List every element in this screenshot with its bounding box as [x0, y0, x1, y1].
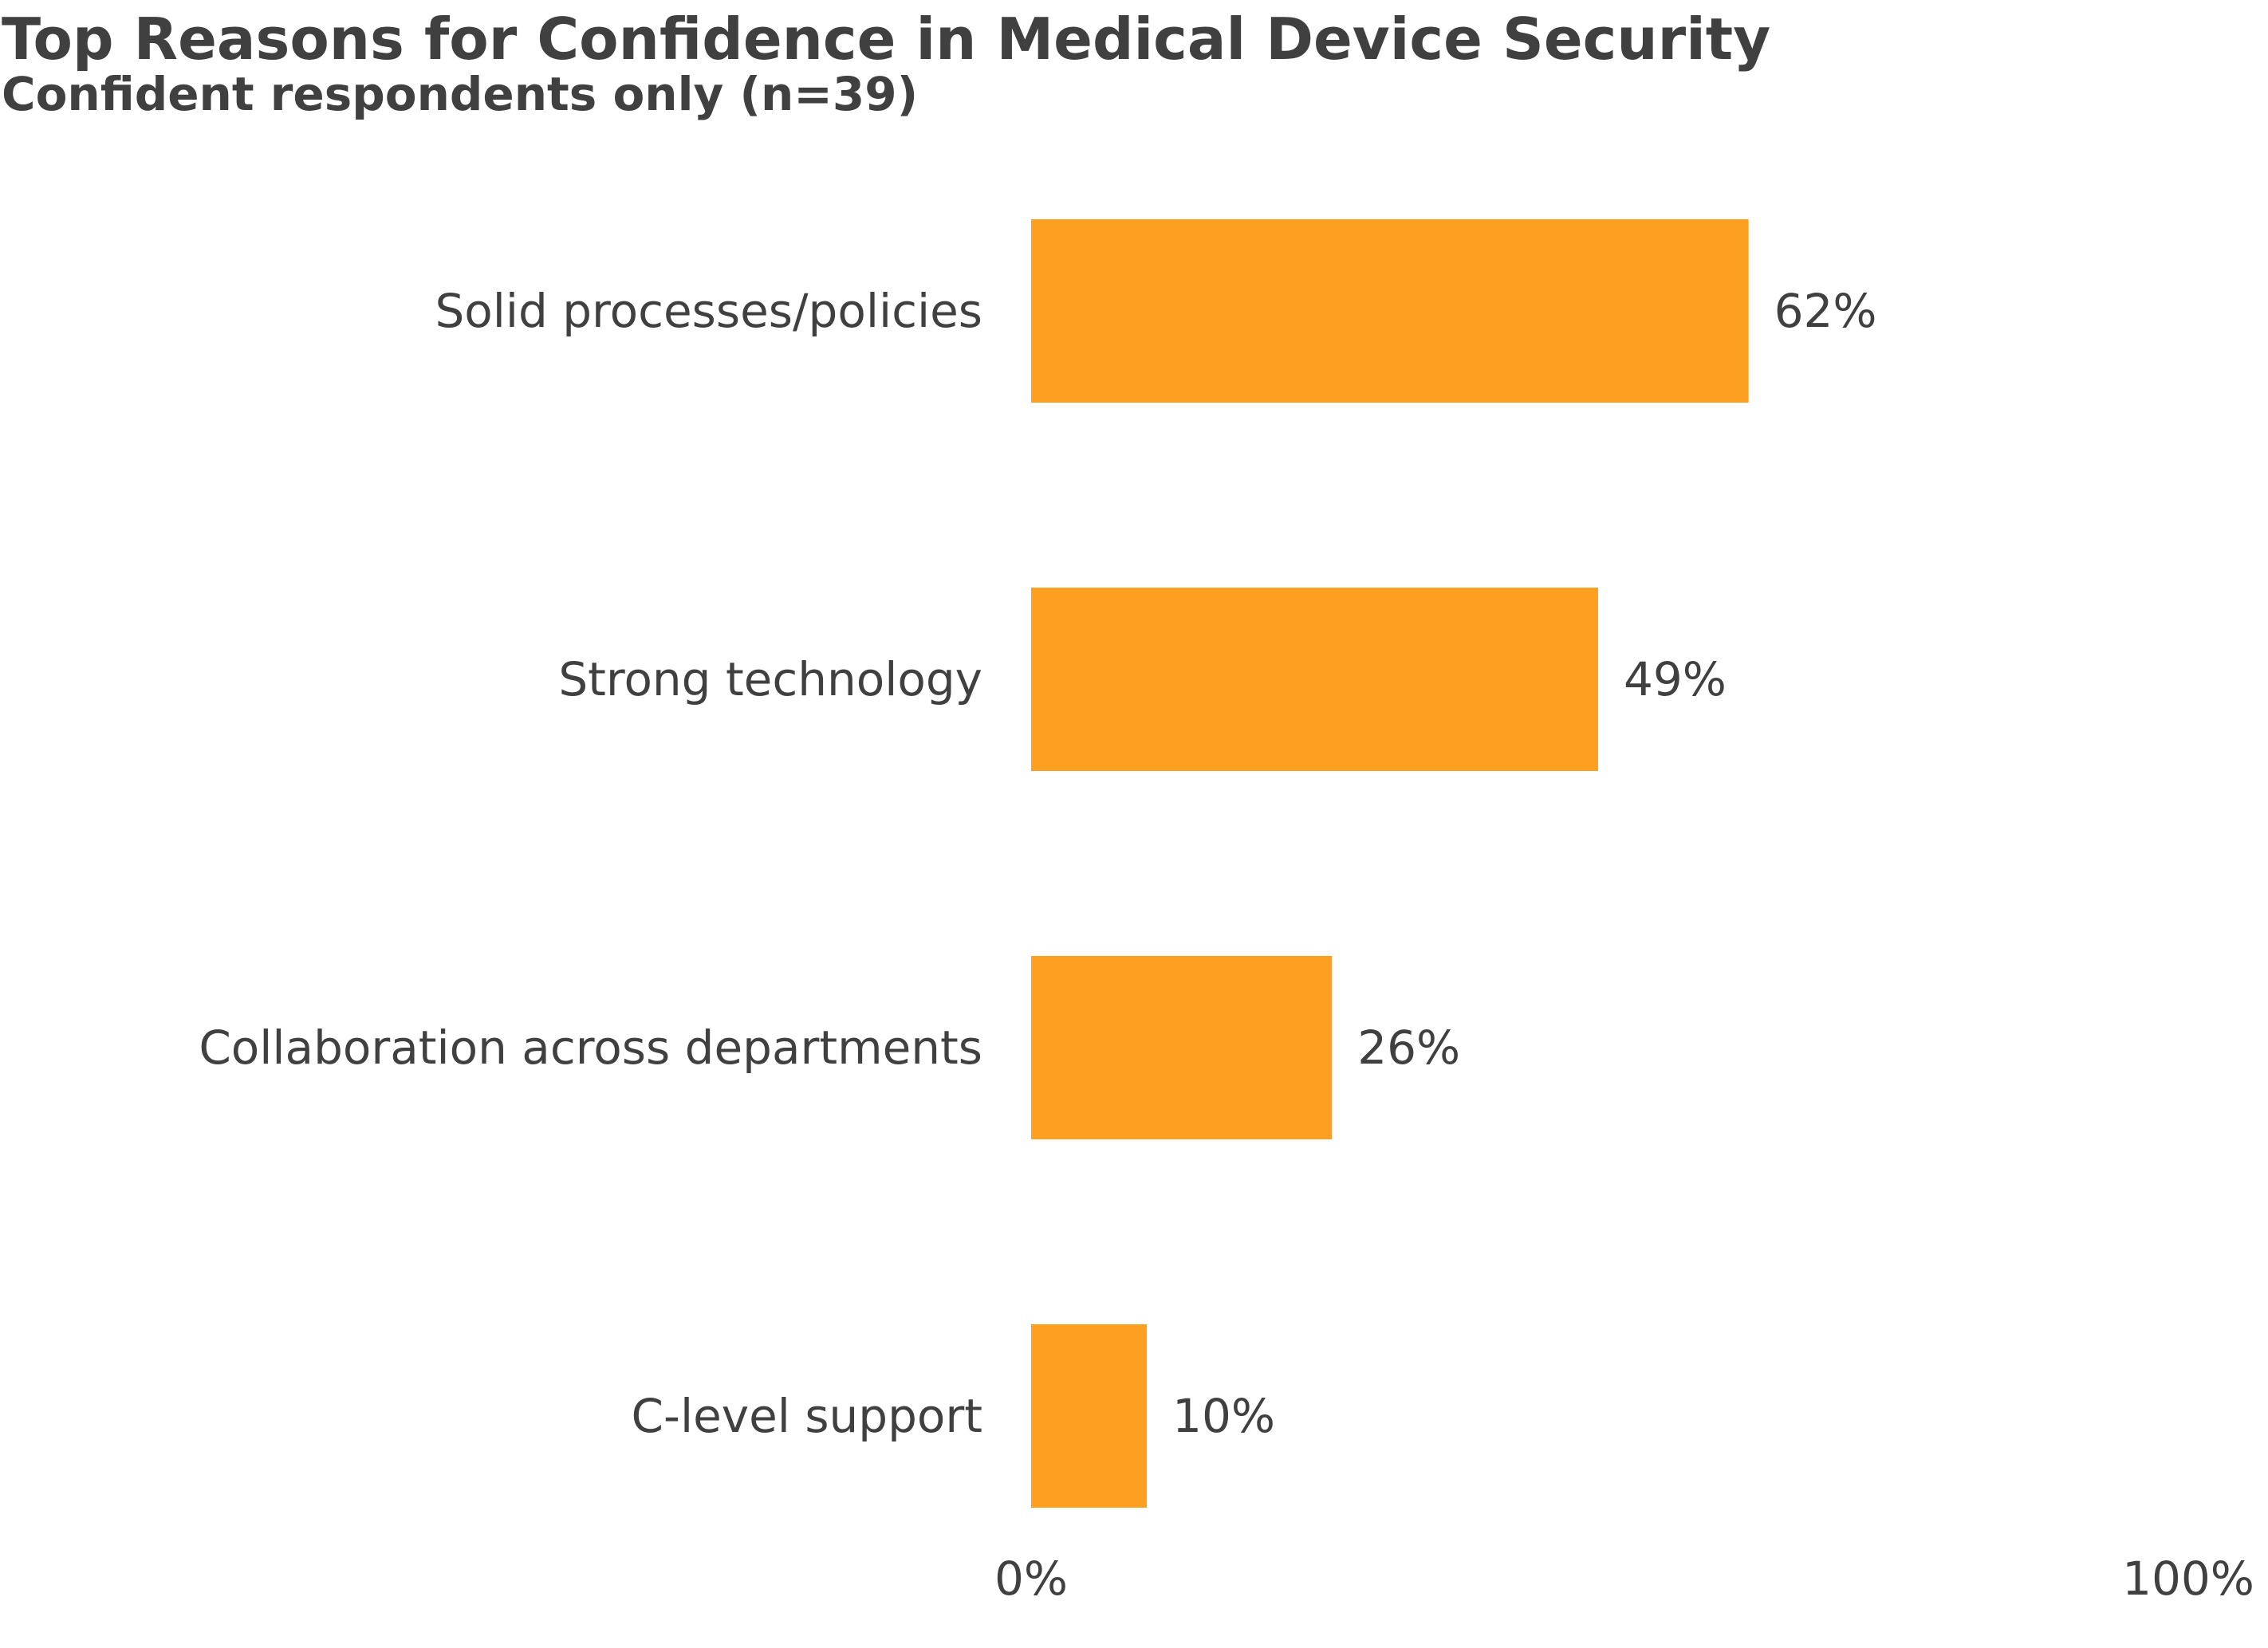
value-label-solid-processes-policies: 62%	[1774, 284, 1877, 338]
bar-c-level-support	[1031, 1324, 1148, 1508]
bar-strong-technology	[1031, 588, 1598, 771]
value-label-strong-technology: 49%	[1624, 652, 1727, 706]
category-label-strong-technology: Strong technology	[558, 652, 982, 706]
value-label-collaboration-across-departments: 26%	[1357, 1021, 1460, 1075]
bars-layer	[1031, 219, 1749, 1508]
bar-solid-processes-policies	[1031, 219, 1749, 403]
category-labels-layer: Solid processes/policies Strong technolog…	[199, 284, 982, 1443]
x-tick-label-max: 100%	[2122, 1552, 2254, 1606]
x-tick-label-min: 0%	[994, 1552, 1068, 1606]
category-label-c-level-support: C-level support	[632, 1389, 982, 1443]
value-labels-layer: 62% 49% 26% 10%	[1172, 284, 1876, 1443]
category-label-collaboration-across-departments: Collaboration across departments	[199, 1021, 982, 1075]
x-axis: 0% 100%	[994, 1552, 2254, 1606]
value-label-c-level-support: 10%	[1172, 1389, 1275, 1443]
bar-collaboration-across-departments	[1031, 956, 1333, 1139]
chart-subtitle: Confident respondents only (n=39)	[2, 67, 919, 121]
category-label-solid-processes-policies: Solid processes/policies	[435, 284, 982, 338]
chart-title: Top Reasons for Confidence in Medical De…	[2, 6, 1771, 73]
